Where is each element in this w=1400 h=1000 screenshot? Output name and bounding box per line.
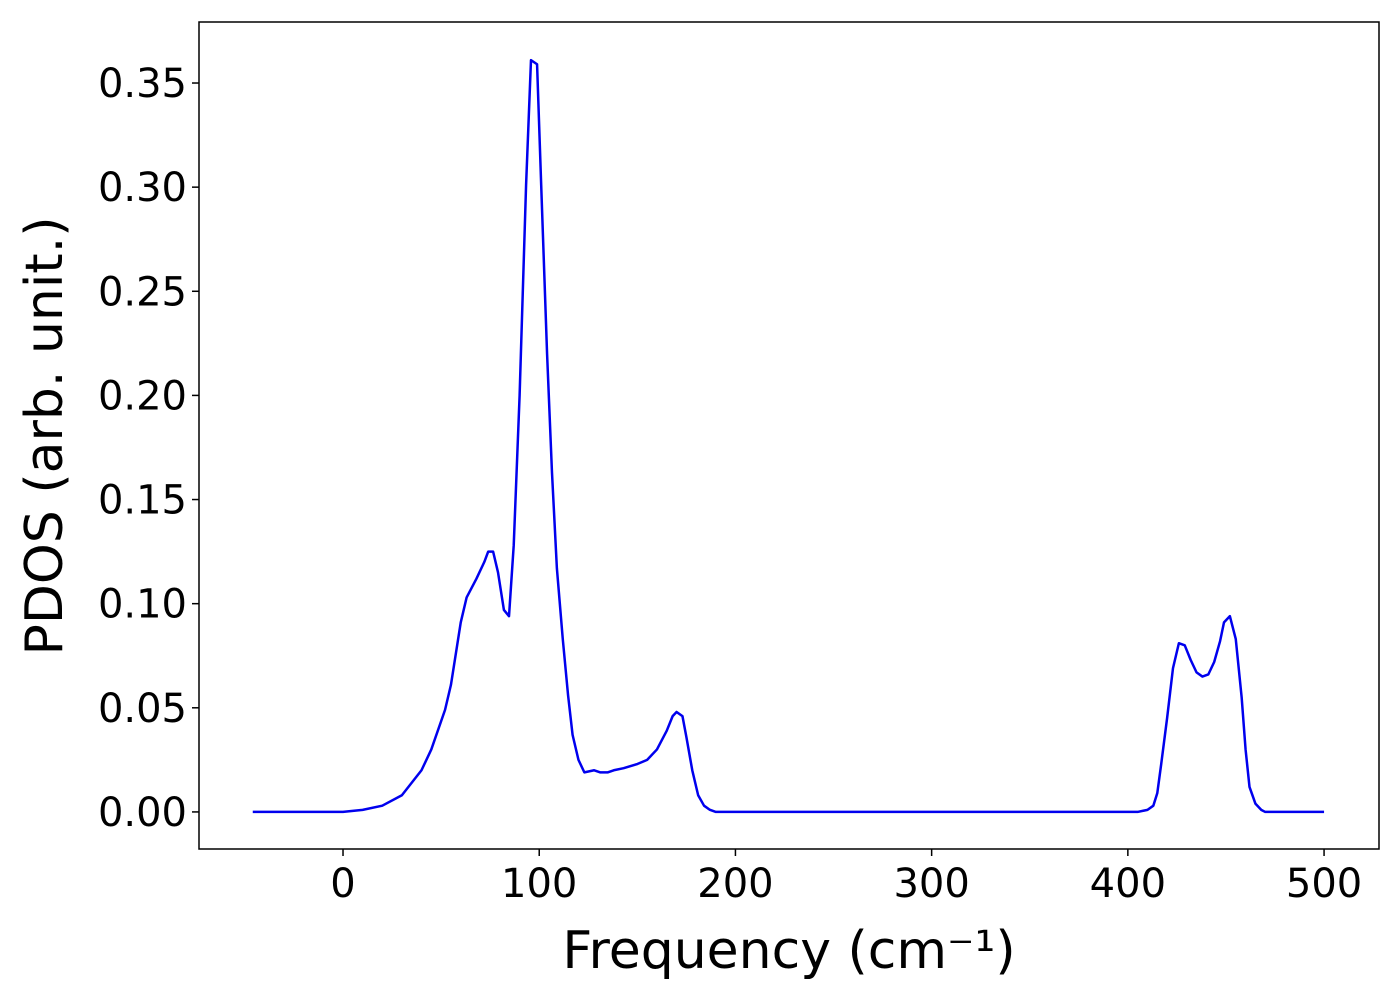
x-tick-label: 300 [893, 861, 969, 907]
x-tick-label: 100 [501, 861, 577, 907]
y-tick-label: 0.30 [98, 165, 187, 211]
y-tick-label: 0.05 [98, 686, 187, 732]
y-tick-label: 0.00 [98, 790, 187, 836]
y-tick-label: 0.10 [98, 582, 187, 628]
x-tick-label: 500 [1286, 861, 1362, 907]
plot-frame [198, 21, 1380, 850]
y-tick-label: 0.20 [98, 373, 187, 419]
x-axis-label: Frequency (cm⁻¹) [562, 921, 1015, 981]
y-axis-label: PDOS (arb. unit.) [15, 216, 75, 655]
x-tick-label: 200 [697, 861, 773, 907]
y-tick-label: 0.25 [98, 269, 187, 315]
x-tick-label: 400 [1090, 861, 1166, 907]
x-tick-label: 0 [330, 861, 355, 907]
y-tick-label: 0.15 [98, 478, 187, 524]
y-tick-label: 0.35 [98, 61, 187, 107]
line [252, 58, 1325, 814]
